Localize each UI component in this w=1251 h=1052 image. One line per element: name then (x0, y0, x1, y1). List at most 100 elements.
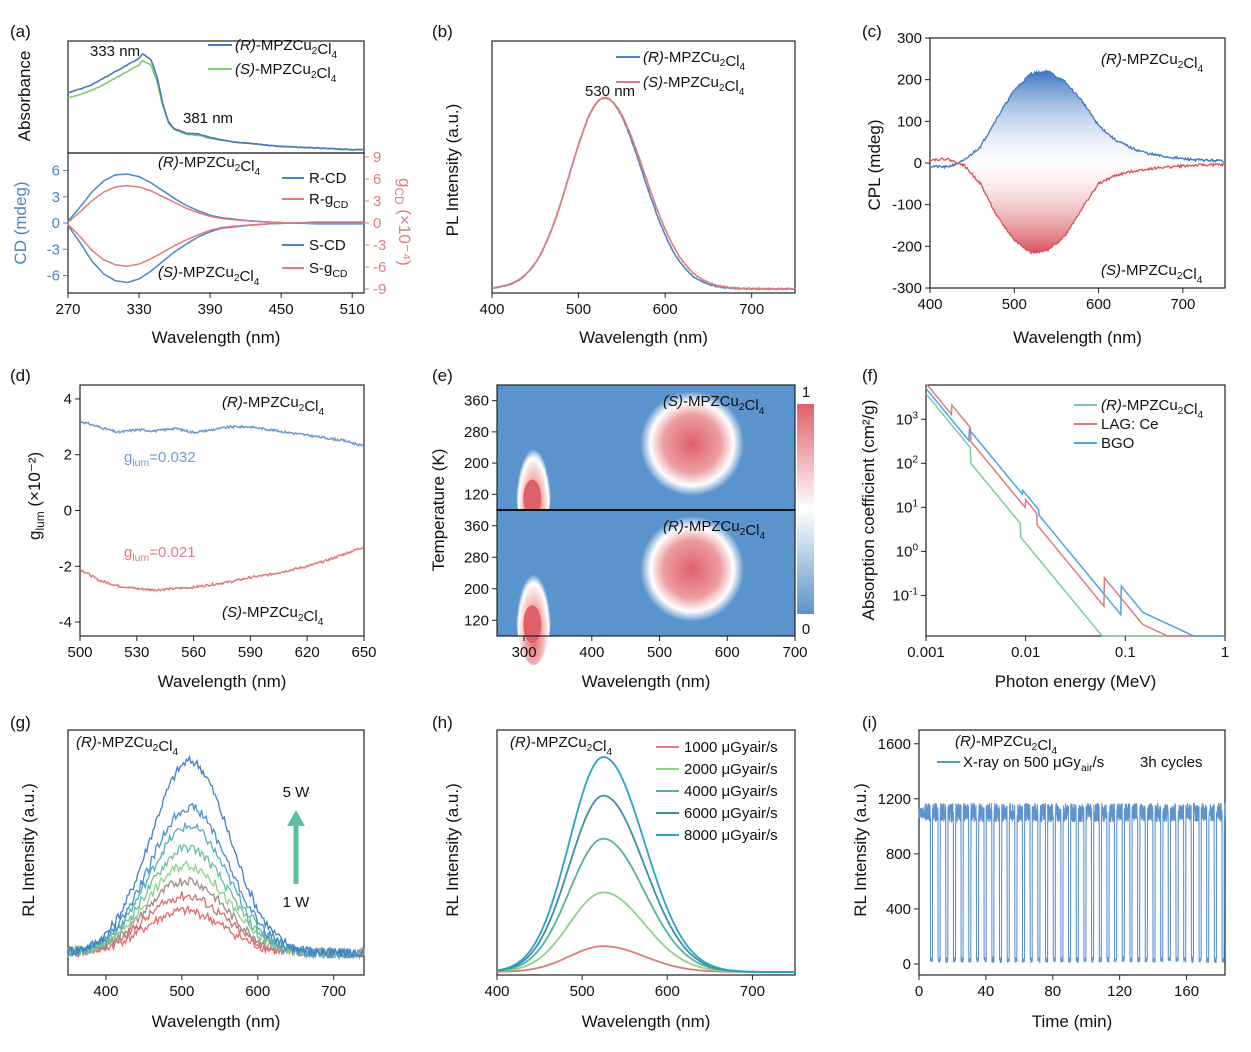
rl-cycle-line (918, 802, 1226, 965)
x-tick-label: 40 (978, 983, 995, 1000)
y-tick-label: 4 (64, 391, 72, 408)
formula-part: Cl (158, 738, 172, 755)
y-tick-label: 280 (464, 424, 489, 441)
y-tick-label: -300 (892, 280, 922, 297)
y-tick-label: 10-1 (892, 586, 918, 604)
y-tick-label: 0 (52, 215, 60, 232)
legend-label: R-gCD (309, 191, 349, 211)
formula-part: 4 (740, 62, 746, 73)
enantiomer-label: (S)-MPZCu2Cl4 (158, 264, 260, 288)
heatmap-blob (515, 418, 552, 539)
formula-part: 4 (173, 747, 179, 758)
x-tick-label: 390 (198, 301, 223, 318)
rl-dose-line (496, 756, 795, 973)
formula-part: 4 (332, 50, 338, 61)
formula-part: 2 (234, 273, 240, 284)
legend-label: LAG: Ce (1101, 416, 1159, 433)
cd-line-S_CD (67, 221, 364, 284)
tick-exponent: 0 (912, 542, 918, 553)
y-tick-label: 360 (464, 518, 489, 535)
x-tick-label: 400 (93, 983, 118, 1000)
heatmap-blob (640, 516, 745, 622)
formula-part: 2 (298, 613, 304, 624)
x-tick-label: 500 (169, 983, 194, 1000)
formula-part: -MPZCu (1122, 51, 1178, 68)
formula-part: (R) (1101, 397, 1122, 414)
legend-label: 4000 μGyair/s (684, 783, 778, 800)
pl-line (491, 96, 796, 291)
formula-part: 2 (739, 402, 745, 413)
y-tick-label: 103 (896, 410, 919, 428)
label-tail: =0.021 (149, 544, 195, 561)
formula-part: Cl (1183, 55, 1197, 72)
x-tick-label: 600 (715, 644, 740, 661)
label-tail: (×10⁻²) (25, 452, 44, 512)
x-tick-label: 620 (295, 644, 320, 661)
glum-annotation: glum=0.021 (124, 544, 196, 564)
y-tick-label: 360 (464, 393, 489, 410)
rl-line (67, 891, 365, 959)
x-tick-label: 500 (1002, 296, 1027, 313)
tick-base: 10 (896, 411, 913, 428)
enantiomer-label: (R)-MPZCu2Cl4 (663, 518, 766, 542)
x-tick-label: 500 (566, 301, 591, 318)
formula-part: -MPZCu (179, 154, 235, 171)
y-tick-label: 6 (52, 163, 60, 180)
formula-part: 4 (331, 74, 337, 85)
label-base: S-g (309, 260, 332, 277)
x-tick-label: 330 (127, 301, 152, 318)
y-tick-label: 0 (64, 503, 72, 520)
y-tick-label: 1600 (878, 736, 911, 753)
panel-h: 400 500 600 700 Wavelength (nm) RL Intensity … (443, 729, 796, 1031)
formula-part: -MPZCu (242, 604, 298, 621)
formula-part: -MPZCu (531, 734, 587, 751)
x-tick-label: 450 (269, 301, 294, 318)
x-tick-label: 500 (647, 644, 672, 661)
peak-annotation: 381 nm (183, 110, 233, 127)
formula-part: 2 (1177, 271, 1183, 282)
formula-part: (S) (235, 61, 255, 78)
tick-base: 10 (896, 543, 913, 560)
label-subscript: air (1081, 762, 1093, 774)
attenuation-line-LAG (926, 384, 1225, 637)
x-tick-label: 600 (655, 983, 680, 1000)
plot-frame (491, 40, 796, 294)
x-tick-label: 0.01 (1011, 644, 1040, 661)
heatmap-blob (640, 391, 745, 497)
x-tick-label: 700 (782, 644, 807, 661)
panel-tag: (i) (862, 713, 877, 732)
formula-part: 2 (153, 743, 159, 754)
x-tick-label: 0.1 (1115, 644, 1136, 661)
tick-base: 10 (892, 587, 909, 604)
tick-base: 10 (896, 499, 913, 516)
x-tick-label: 400 (484, 983, 509, 1000)
legend-label: X-ray on 500 μGyair/s (963, 754, 1104, 774)
formula-part: -MPZCu (256, 37, 312, 54)
formula-part: (R) (955, 733, 976, 750)
formula-part: -MPZCu (1121, 262, 1177, 279)
glum-line-S (79, 546, 364, 592)
legend-label: (S)-MPZCu2Cl4 (643, 74, 745, 98)
x-tick-label: 400 (917, 296, 942, 313)
panel-tag: (a) (10, 22, 31, 41)
y-tick-label: 6 (373, 171, 381, 188)
label-tail: /s (1093, 754, 1105, 771)
enantiomer-label: (R)-MPZCu2Cl4 (1101, 51, 1204, 75)
x-tick-label: 650 (351, 644, 376, 661)
formula-part: -MPZCu (684, 518, 740, 535)
y-tick-label: 1200 (878, 791, 911, 808)
legend-label: 8000 μGyair/s (684, 827, 778, 844)
y-tick-label: 280 (464, 549, 489, 566)
x-axis-label: Wavelength (nm) (152, 328, 281, 347)
label-base: X-ray on 500 μGy (963, 754, 1081, 771)
x-tick-label: 80 (1044, 983, 1061, 1000)
tick-exponent: 3 (912, 410, 918, 421)
y-tick-label: 200 (464, 455, 489, 472)
formula-part: -MPZCu (255, 61, 311, 78)
tick-exponent: -1 (909, 586, 918, 597)
x-tick-label: 160 (1174, 983, 1199, 1000)
x-axis-label: Wavelength (nm) (582, 1012, 711, 1031)
formula-part: (S) (643, 74, 663, 91)
